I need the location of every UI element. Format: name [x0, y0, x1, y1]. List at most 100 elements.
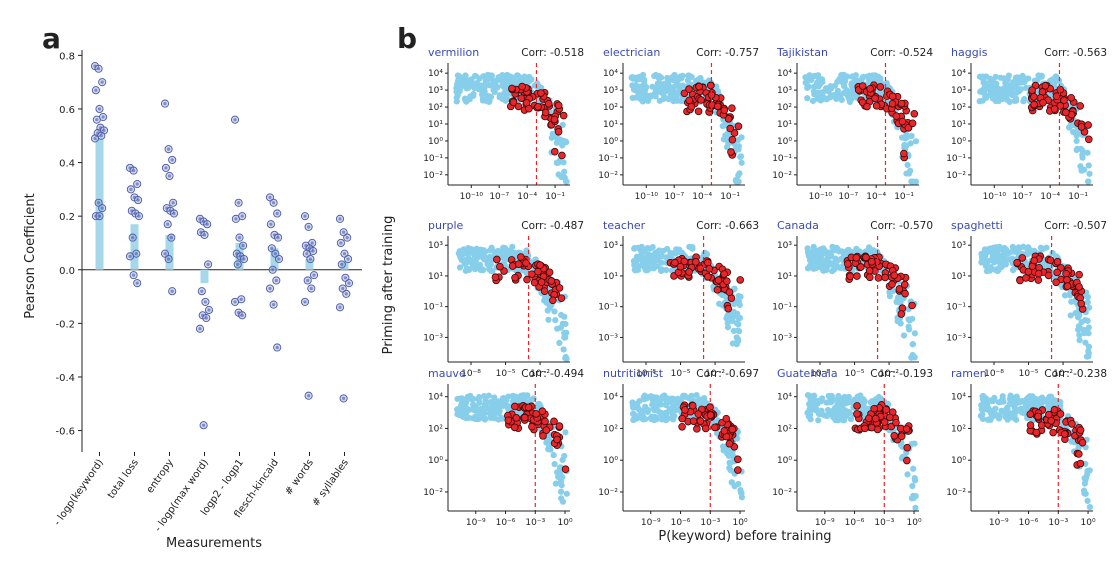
- panel-a-point: [272, 276, 281, 285]
- subplot-title: spaghetti: [951, 219, 1003, 232]
- subplot-point-bg: [556, 339, 563, 346]
- panel-a-point-inner: [346, 257, 350, 261]
- subplot-point-red: [555, 284, 564, 292]
- subplot-point-bg: [1009, 414, 1016, 421]
- subplot-point-bg: [987, 91, 994, 98]
- subplot-point-bg: [804, 249, 812, 256]
- subplot-point-bg: [1073, 137, 1080, 145]
- subplot-ytick-label: 10²: [603, 103, 618, 113]
- subplot-point-bg: [1074, 145, 1081, 152]
- subplot-ytick-label: 10⁻¹: [772, 154, 792, 164]
- subplot-xtick-label: 10⁻⁶: [671, 518, 691, 528]
- subplot-ytick-label: 10⁻²: [423, 488, 443, 498]
- subplot-ytick-label: 10³: [777, 241, 792, 251]
- subplot-point-bg: [835, 392, 842, 400]
- subplot-points: [804, 392, 919, 511]
- subplot-point-bg: [648, 413, 656, 420]
- subplot-point-bg: [459, 404, 466, 411]
- subplot-point-bg: [663, 266, 670, 274]
- subplot-point-red: [554, 101, 563, 110]
- subplot-point-bg: [662, 412, 670, 419]
- subplot-xtick-label: 10⁻¹: [894, 192, 914, 202]
- subplot-point-bg: [1084, 317, 1091, 324]
- subplot-point-bg: [1004, 96, 1011, 104]
- subplot-xtick-label: 10⁻³: [525, 518, 545, 528]
- subplot-point-bg: [904, 161, 911, 169]
- subplot-point-bg: [500, 254, 507, 261]
- subplot-point-bg: [668, 75, 675, 82]
- subplot-point-bg: [499, 415, 506, 422]
- subplot-ytick-label: 10¹: [428, 120, 443, 130]
- subplot-point-red: [714, 276, 723, 284]
- panel-a-point: [273, 343, 282, 352]
- subplot-point-red: [1076, 459, 1085, 468]
- subplot-point-bg: [897, 320, 904, 327]
- panel-a-point-inner: [166, 222, 170, 226]
- panel-a-point: [304, 222, 313, 231]
- subplot-point-bg: [911, 330, 918, 337]
- subplot-point-bg: [499, 82, 506, 89]
- subplot-point-bg: [462, 75, 469, 82]
- subplot-point-red: [853, 402, 861, 410]
- panel-a-point-inner: [306, 278, 310, 283]
- panel-a-point: [306, 254, 315, 264]
- subplot-point-red: [685, 268, 693, 276]
- panel-a-point: [200, 230, 209, 239]
- subplot-title: Tajikistan: [776, 46, 828, 59]
- subplot-ytick-label: 10⁴: [428, 393, 443, 403]
- subplot-ytick-label: 10⁴: [951, 69, 966, 79]
- subplot-point-red: [903, 443, 911, 452]
- subplot-corr: Corr: -0.238: [1044, 368, 1107, 380]
- subplot-point-bg: [456, 87, 463, 94]
- panel-a-point: [169, 198, 178, 207]
- subplot-point-red: [871, 94, 879, 103]
- panel-a-point: [230, 297, 240, 306]
- subplot-xtick-label: 10⁻⁵: [671, 369, 691, 379]
- subplot-point-bg: [828, 252, 835, 259]
- subplot-point-bg: [723, 134, 730, 141]
- panel-a-point-inner: [97, 107, 102, 111]
- subplot-point-bg: [854, 393, 861, 400]
- panel-b-xlabel: P(keyword) before training: [658, 529, 831, 544]
- subplot-point-red: [525, 104, 533, 113]
- subplot-point-bg: [903, 170, 910, 177]
- subplot-point-bg: [1085, 343, 1093, 350]
- subplot-corr: Corr: -0.507: [1044, 220, 1107, 232]
- panel-a-point: [165, 171, 174, 181]
- subplot-point-bg: [824, 87, 832, 94]
- subplot-point-bg: [1024, 394, 1031, 402]
- subplot-point-bg: [734, 310, 741, 317]
- panel-a-ylabel: Pearson Coefficient: [23, 193, 38, 318]
- subplot-point-bg: [713, 430, 721, 437]
- subplot-point-red: [1052, 278, 1060, 287]
- subplot-xtick-label: 10⁻¹: [545, 192, 565, 202]
- subplot-corr: Corr: -0.524: [870, 47, 933, 59]
- subplot-point-bg: [560, 346, 567, 353]
- subplot-point-bg: [465, 245, 472, 252]
- panel-a-point-inner: [272, 201, 276, 205]
- panel-a-point: [339, 394, 348, 403]
- subplot-point-red: [676, 262, 685, 271]
- panel-a-point: [300, 297, 310, 306]
- subplot-point-bg: [845, 88, 852, 95]
- subplot-point-bg: [635, 76, 643, 83]
- panel-a-point-inner: [339, 241, 343, 245]
- subplot-point-bg: [831, 266, 838, 273]
- subplot-point-red: [558, 151, 566, 160]
- subplot-ytick-label: 10⁴: [428, 69, 443, 79]
- subplot-point-red: [1053, 257, 1062, 266]
- subplot-point-bg: [546, 441, 553, 448]
- subplot-point-bg: [641, 76, 648, 83]
- panel-a-bar: [130, 224, 139, 270]
- subplot-point-red: [510, 423, 519, 432]
- subplot-ytick-label: 10⁰: [951, 456, 966, 466]
- subplot-point-bg: [819, 79, 826, 86]
- subplot-point-bg: [908, 178, 915, 185]
- subplot-xtick-label: 10⁻⁴: [1040, 192, 1060, 202]
- subplot-point-bg: [978, 88, 985, 95]
- subplot-point-red: [892, 112, 901, 120]
- panel-a-xtick-label: entropy: [145, 457, 176, 495]
- panel-a-point-inner: [134, 252, 138, 256]
- subplot-point-red: [680, 257, 689, 266]
- panel-a-axes: 0.8 0.6 0.4 0.2 0.0 -0.2 -0.4 -0.6: [55, 50, 362, 452]
